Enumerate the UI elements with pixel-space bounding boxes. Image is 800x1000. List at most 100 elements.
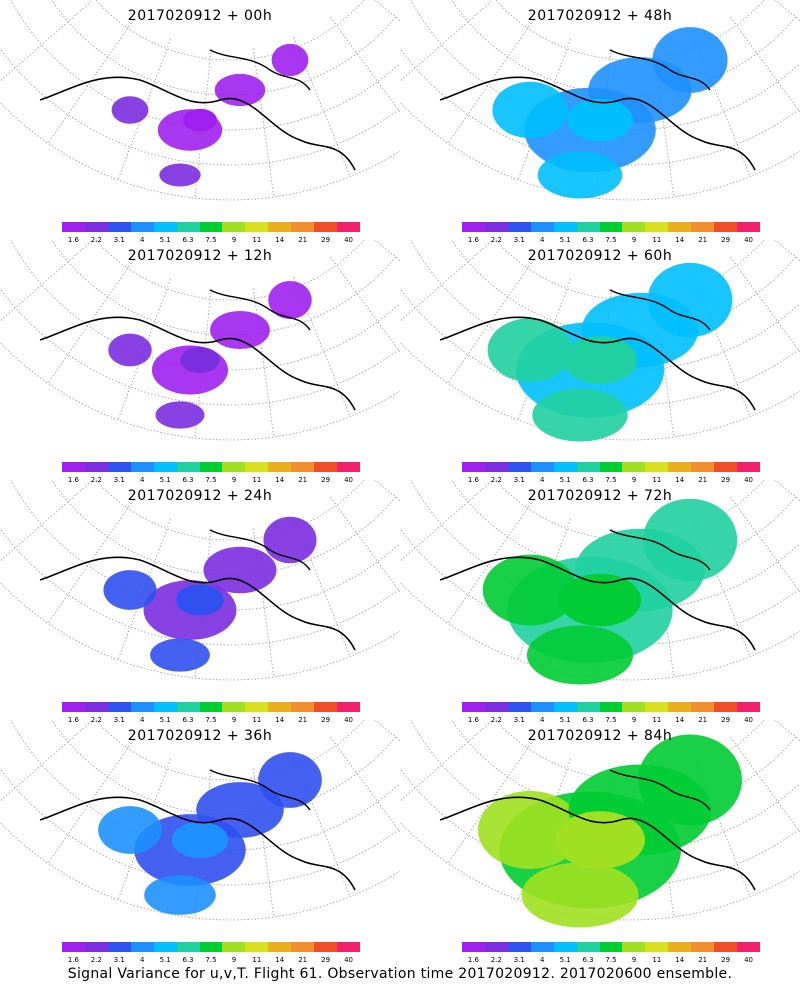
colorbar-swatch	[622, 702, 646, 712]
colorbar-swatch	[62, 942, 85, 952]
colorbar-swatch	[714, 702, 738, 712]
colorbar-swatch	[314, 462, 338, 472]
colorbar-swatch	[245, 702, 269, 712]
colorbar-tick-label: 11	[252, 716, 262, 724]
colorbar-swatch	[714, 222, 738, 232]
colorbar	[462, 462, 760, 472]
colorbar-tick-label: 5.1	[559, 236, 571, 244]
forecast-panel: 2017020912 + 72h 1.6 2.2 3.1 4 5.1 6.3 7.5 9 11 14…	[400, 480, 800, 726]
colorbar-swatch	[507, 462, 531, 472]
colorbar-swatch	[507, 222, 531, 232]
colorbar-tick-label: 5.1	[159, 236, 171, 244]
variance-field	[478, 734, 742, 928]
colorbar-swatch	[576, 702, 600, 712]
panel-title: 2017020912 + 00h	[127, 8, 273, 24]
colorbar-swatch	[268, 462, 292, 472]
colorbar-tick-label: 21	[298, 236, 308, 244]
colorbar-tick-label: 3.1	[513, 236, 525, 244]
polar-map	[0, 720, 400, 921]
forecast-panel: 2017020912 + 36h 1.6 2.2 3.1 4 5.1 6.3 7.5 9 11 14…	[0, 720, 400, 966]
colorbar-swatch	[462, 702, 485, 712]
colorbar-tick-label: 1.6	[67, 236, 80, 244]
colorbar-tick-label: 7.5	[605, 476, 617, 484]
colorbar-tick-label: 14	[675, 716, 685, 724]
colorbar-tick-label: 5.1	[159, 476, 171, 484]
variance-field	[487, 262, 733, 442]
colorbar-swatch	[84, 462, 108, 472]
colorbar-labels: 1.6 2.2 3.1 4 5.1 6.3 7.5 9 11 14 21 29 40	[62, 236, 360, 246]
colorbar-tick-label: 9	[231, 956, 237, 964]
polar-map	[0, 0, 400, 201]
colorbar-swatch	[245, 462, 269, 472]
colorbar-tick-label: 21	[298, 956, 308, 964]
polar-map	[400, 0, 800, 201]
panel-title: 2017020912 + 84h	[527, 728, 673, 744]
colorbar-tick-label: 40	[344, 956, 353, 964]
colorbar-tick-label: 21	[298, 476, 308, 484]
colorbar-swatch	[530, 702, 554, 712]
colorbar-tick-label: 21	[698, 716, 708, 724]
colorbar-swatch	[553, 942, 577, 952]
colorbar-swatch	[462, 942, 485, 952]
colorbar-tick-label: 40	[744, 716, 753, 724]
colorbar-tick-label: 2.2	[90, 956, 102, 964]
colorbar-swatch	[462, 222, 485, 232]
colorbar	[62, 702, 360, 712]
coastline	[39, 76, 356, 171]
colorbar-tick-label: 40	[744, 476, 753, 484]
colorbar-tick-label: 14	[275, 716, 285, 724]
colorbar-tick-label: 9	[231, 716, 237, 724]
colorbar-swatch	[714, 462, 738, 472]
colorbar-swatch	[222, 462, 246, 472]
colorbar-swatch	[199, 462, 223, 472]
colorbar-tick-label: 29	[721, 956, 731, 964]
colorbar-tick-label: 3.1	[513, 956, 525, 964]
panel-title: 2017020912 + 36h	[127, 728, 273, 744]
colorbar-swatch	[737, 942, 760, 952]
colorbar-tick-label: 2.2	[90, 716, 102, 724]
colorbar-tick-label: 9	[631, 716, 637, 724]
coastline	[439, 556, 756, 651]
colorbar-tick-label: 7.5	[605, 716, 617, 724]
colorbar-swatch	[245, 942, 269, 952]
colorbar-swatch	[691, 462, 715, 472]
coastline	[439, 316, 756, 411]
colorbar-swatch	[691, 702, 715, 712]
colorbar-tick-label: 6.3	[582, 956, 594, 964]
colorbar-tick-label: 3.1	[113, 956, 125, 964]
colorbar-labels: 1.6 2.2 3.1 4 5.1 6.3 7.5 9 11 14 21 29 40	[462, 476, 760, 486]
colorbar-swatch	[576, 942, 600, 952]
colorbar-swatch	[530, 222, 554, 232]
colorbar-tick-label: 14	[275, 236, 285, 244]
colorbar-swatch	[62, 462, 85, 472]
colorbar-tick-label: 11	[652, 236, 662, 244]
colorbar-swatch	[314, 702, 338, 712]
colorbar-swatch	[268, 702, 292, 712]
colorbar-tick-label: 5.1	[159, 716, 171, 724]
colorbar-swatch	[199, 222, 223, 232]
colorbar-swatch	[153, 222, 177, 232]
colorbar-swatch	[462, 462, 485, 472]
colorbar-tick-label: 21	[698, 236, 708, 244]
colorbar-tick-label: 14	[675, 476, 685, 484]
forecast-panel: 2017020912 + 60h 1.6 2.2 3.1 4 5.1 6.3 7.5 9 11 14…	[400, 240, 800, 486]
colorbar-swatch	[176, 702, 200, 712]
colorbar-tick-label: 11	[652, 716, 662, 724]
colorbar-tick-label: 5.1	[559, 956, 571, 964]
forecast-panel: 2017020912 + 12h 1.6 2.2 3.1 4 5.1 6.3 7.5 9 11 14…	[0, 240, 400, 486]
colorbar-tick-label: 21	[698, 956, 708, 964]
colorbar-swatch	[222, 942, 246, 952]
variance-field	[103, 516, 317, 672]
coastline	[39, 316, 356, 411]
colorbar-swatch	[314, 942, 338, 952]
colorbar-swatch	[622, 462, 646, 472]
colorbar	[62, 222, 360, 232]
figure-caption: Signal Variance for u,v,T. Flight 61. Ob…	[67, 966, 733, 982]
forecast-panel: 2017020912 + 84h 1.6 2.2 3.1 4 5.1 6.3 7.5 9 11 14…	[400, 720, 800, 966]
colorbar-swatch	[84, 222, 108, 232]
colorbar-tick-label: 1.6	[67, 476, 80, 484]
colorbar-swatch	[599, 462, 623, 472]
panel-title: 2017020912 + 24h	[127, 488, 273, 504]
colorbar-swatch	[553, 462, 577, 472]
coastline	[439, 796, 756, 891]
